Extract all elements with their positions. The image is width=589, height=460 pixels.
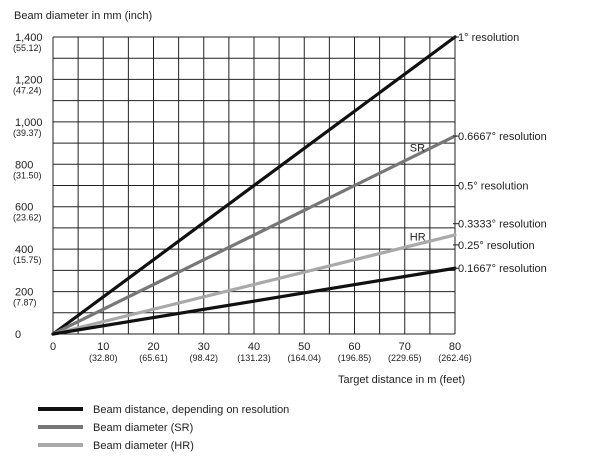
series-layer	[51, 35, 457, 336]
y-axis-ticks: 0 200(7.87) 400(15.75) 600(23.62) 800(31.50)…	[13, 32, 43, 341]
x-tick-sublabel: (32.80)	[89, 353, 118, 363]
x-tick-sublabel: (98.42)	[189, 353, 218, 363]
series-line-4	[51, 266, 457, 336]
inline-series-labels: SR HR	[410, 142, 426, 243]
x-tick-label: 30	[198, 341, 210, 353]
x-tick-label: 70	[399, 341, 411, 353]
x-tick-sublabel: (262.46)	[438, 353, 472, 363]
y-tick-sublabel: (7.87)	[13, 298, 37, 308]
y-tick-sublabel: (55.12)	[13, 43, 42, 53]
y-tick-sublabel: (39.37)	[13, 128, 42, 138]
x-tick-label: 50	[298, 341, 310, 353]
x-tick-sublabel: (196.85)	[338, 353, 372, 363]
x-tick-sublabel: (229.65)	[388, 353, 422, 363]
y-axis-title: Beam diameter in mm (inch)	[14, 10, 152, 22]
y-tick-label: 1,200	[15, 74, 43, 86]
x-tick-label: 40	[248, 341, 260, 353]
inline-label: SR	[410, 142, 425, 154]
x-tick-label: 60	[348, 341, 360, 353]
series-line-3	[51, 233, 457, 336]
x-tick-label: 80	[449, 341, 461, 353]
x-tick-label: 0	[50, 341, 56, 353]
y-tick-label: 1,000	[15, 117, 43, 129]
legend-label: Beam distance, depending on resolution	[93, 404, 289, 416]
resolution-label: 0.5° resolution	[458, 181, 528, 193]
x-axis-title: Target distance in m (feet)	[338, 374, 465, 386]
y-tick-sublabel: (47.24)	[13, 85, 42, 95]
x-tick-label: 20	[147, 341, 159, 353]
inline-label: HR	[410, 231, 426, 243]
x-tick-sublabel: (131.23)	[237, 353, 271, 363]
series-line-1	[51, 35, 457, 336]
resolution-label: 1° resolution	[458, 32, 519, 44]
resolution-label: 0.25° resolution	[458, 240, 535, 252]
y-tick-label: 600	[15, 202, 33, 214]
y-tick-label: 200	[15, 287, 33, 299]
x-tick-sublabel: (65.61)	[139, 353, 168, 363]
resolution-label: 0.3333° resolution	[458, 219, 547, 231]
y-tick-label: 1,400	[15, 32, 43, 44]
y-tick-sublabel: (15.75)	[13, 255, 42, 265]
y-tick-label: 400	[15, 244, 33, 256]
y-tick-label: 0	[15, 329, 21, 341]
y-tick-label: 800	[15, 159, 33, 171]
y-tick-sublabel: (23.62)	[13, 213, 42, 223]
legend-label: Beam diameter (HR)	[93, 440, 194, 452]
legend-label: Beam diameter (SR)	[93, 422, 193, 434]
series-line-2	[51, 134, 457, 336]
x-tick-sublabel: (164.04)	[287, 353, 321, 363]
x-axis-ticks: 0 10(32.80) 20(65.61) 30(98.42) 40(131.23) 50…	[50, 341, 472, 363]
resolution-label: 0.1667° resolution	[458, 263, 547, 275]
x-tick-label: 10	[97, 341, 109, 353]
legend: Beam distance, depending on resolution Be…	[38, 404, 289, 452]
resolution-labels: 1° resolution 0.6667° resolution 0.5° reso…	[453, 32, 547, 275]
y-tick-sublabel: (31.50)	[13, 170, 42, 180]
resolution-label: 0.6667° resolution	[458, 131, 547, 143]
